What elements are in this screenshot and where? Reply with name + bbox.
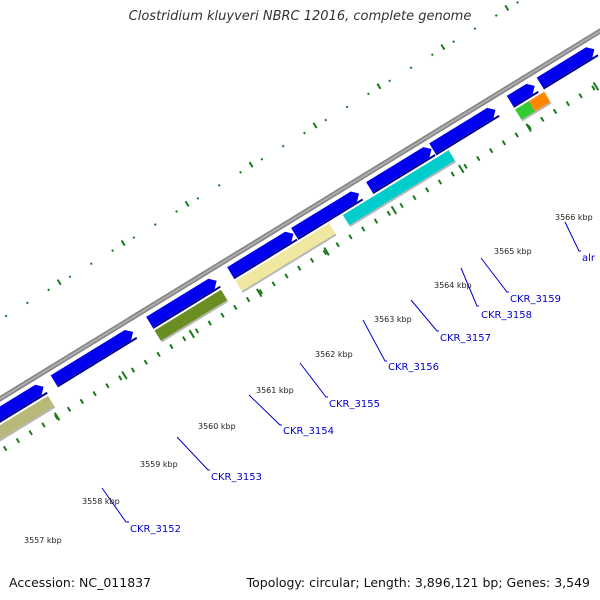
ruler-label: 3565 kbp [494, 247, 532, 256]
ruler-label: 3562 kbp [315, 350, 353, 359]
map-title: Clostridium kluyveri NBRC 12016, complet… [128, 9, 472, 24]
genome-summary-text: Topology: circular; Length: 3,896,121 bp… [246, 575, 590, 590]
forward-strand [0, 47, 595, 469]
gene-label-ckr-3155[interactable]: CKR_3155 [329, 399, 380, 410]
gene-label-ckr-3157[interactable]: CKR_3157 [440, 333, 491, 344]
ruler-label: 3560 kbp [198, 422, 236, 431]
ruler-label: 3566 kbp [555, 213, 593, 222]
ruler-label: 3563 kbp [374, 315, 412, 324]
ruler-label: 3558 kbp [82, 497, 120, 506]
gene-label-alr[interactable]: alr [582, 253, 596, 264]
gene-label-ckr-3153[interactable]: CKR_3153 [211, 472, 262, 483]
gene-label-ckr-3158[interactable]: CKR_3158 [481, 310, 532, 321]
reverse-strand [0, 91, 552, 484]
ruler-label: 3561 kbp [256, 386, 294, 395]
accession-text: Accession: NC_011837 [9, 575, 152, 590]
gene-label-ckr-3156[interactable]: CKR_3156 [388, 362, 439, 373]
gene-label-ckr-3154[interactable]: CKR_3154 [283, 426, 334, 437]
gene-label-ckr-3159[interactable]: CKR_3159 [510, 294, 561, 305]
ruler-label: 3559 kbp [140, 460, 178, 469]
label-leaders [101, 221, 581, 523]
genome-backbone [0, 6, 600, 460]
ruler-labels: 3557 kbp 3558 kbp 3559 kbp 3560 kbp 3561… [24, 213, 593, 545]
inner-tick-ring [2, 82, 600, 452]
ruler-label: 3557 kbp [24, 536, 62, 545]
gene-labels: CKR_3152 CKR_3153 CKR_3154 CKR_3155 CKR_… [130, 253, 596, 535]
outer-tick-ring [4, 1, 519, 318]
ruler-label: 3564 kbp [434, 281, 472, 290]
gene-label-ckr-3152[interactable]: CKR_3152 [130, 524, 181, 535]
